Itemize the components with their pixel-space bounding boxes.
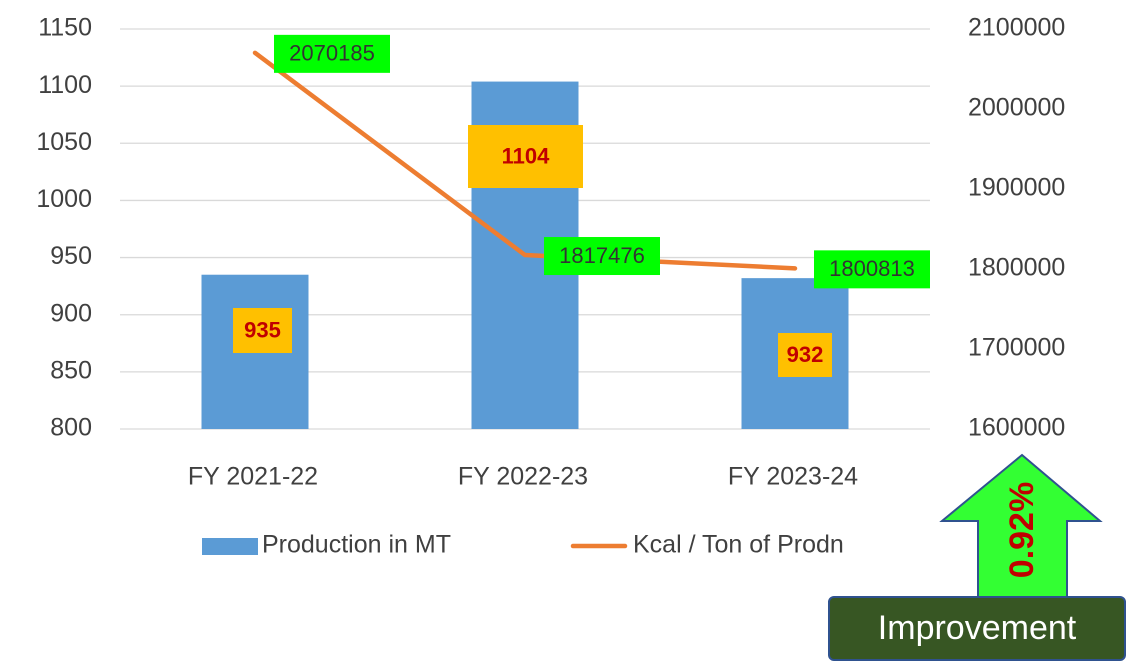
improvement-box bbox=[828, 596, 1126, 661]
data-label: 1104 bbox=[502, 143, 550, 168]
y-tick-label: 1150 bbox=[38, 14, 92, 42]
improvement-label: Improvement bbox=[878, 609, 1077, 647]
data-labels: 935 1104 932 2070185 1817476 1800813 bbox=[233, 34, 930, 377]
y2-tick-label: 1600000 bbox=[968, 414, 1065, 442]
improvement-percent: 0.92% bbox=[1003, 482, 1041, 578]
legend-swatch bbox=[202, 538, 258, 555]
y-tick-label: 850 bbox=[50, 356, 92, 384]
y2-tick-label: 2100000 bbox=[968, 14, 1065, 42]
legend-label: Production in MT bbox=[262, 531, 451, 559]
x-tick-label: FY 2021-22 bbox=[188, 463, 318, 491]
y-tick-label: 1000 bbox=[36, 185, 92, 213]
x-tick-label: FY 2022-23 bbox=[458, 463, 588, 491]
legend-label: Kcal / Ton of Prodn bbox=[633, 531, 844, 559]
data-label-box bbox=[778, 333, 832, 377]
legend: Production in MT Kcal / Ton of Prodn bbox=[202, 531, 844, 559]
data-label-box bbox=[274, 34, 390, 73]
y-tick-label: 1050 bbox=[36, 128, 92, 156]
data-label: 932 bbox=[787, 342, 824, 367]
y2-tick-label: 2000000 bbox=[968, 94, 1065, 122]
data-label: 1800813 bbox=[829, 256, 915, 281]
y-tick-label: 900 bbox=[50, 299, 92, 327]
y2-tick-label: 1800000 bbox=[968, 254, 1065, 282]
data-label: 935 bbox=[244, 317, 281, 342]
data-label: 2070185 bbox=[289, 41, 375, 66]
data-label-box bbox=[468, 125, 583, 188]
data-label-box bbox=[233, 308, 292, 353]
x-tick-label: FY 2023-24 bbox=[728, 463, 858, 491]
data-label-box bbox=[544, 237, 660, 276]
y-tick-label: 950 bbox=[50, 242, 92, 270]
y-tick-label: 1100 bbox=[38, 71, 92, 99]
y-tick-label: 800 bbox=[50, 414, 92, 442]
y2-tick-label: 1900000 bbox=[968, 174, 1065, 202]
line bbox=[252, 50, 798, 271]
data-label-box bbox=[814, 250, 930, 289]
ticks: 800 850 900 950 1000 1050 1100 1150 1600000 17000… bbox=[36, 14, 1065, 491]
lines bbox=[252, 50, 798, 271]
y2-tick-label: 1700000 bbox=[968, 334, 1065, 362]
data-label: 1817476 bbox=[559, 243, 645, 268]
